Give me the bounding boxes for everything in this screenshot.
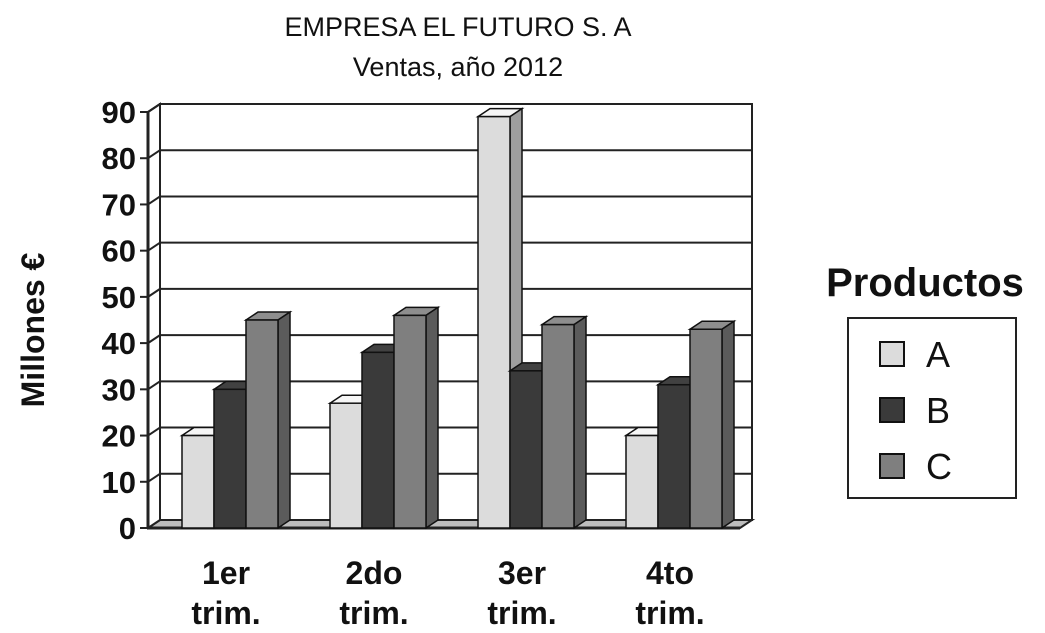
gridline-side (147, 195, 161, 206)
legend-label-A: A (926, 334, 950, 375)
x-tick-label: trim. (487, 595, 556, 631)
legend-swatch-B (879, 397, 905, 423)
x-tick-label: trim. (635, 595, 704, 631)
bar-C-2 (391, 305, 441, 530)
x-tick-label: trim. (339, 595, 408, 631)
gridline-side (147, 472, 161, 483)
y-tick-label: 50 (102, 280, 136, 315)
legend-label-B: B (926, 390, 950, 431)
y-tick-label: 70 (102, 187, 136, 222)
x-tick-label: 1er (202, 555, 250, 591)
bar-C-3 (539, 315, 589, 530)
legend-swatch-A (879, 341, 905, 367)
y-tick-label: 90 (102, 95, 136, 130)
gridline-side (147, 380, 161, 391)
gridline-side (147, 103, 161, 113)
x-tick-label: 3er (498, 555, 546, 591)
y-tick-label: 20 (102, 419, 136, 454)
y-tick-label: 0 (119, 511, 136, 546)
y-tick-label: 30 (102, 372, 136, 407)
y-axis-label: Millones € (15, 252, 51, 407)
x-tick-label: 4to (646, 555, 694, 591)
legend-swatch-C (879, 453, 905, 479)
x-tick-label: trim. (191, 595, 260, 631)
y-tick-label: 60 (102, 234, 136, 269)
gridline-side (147, 149, 161, 160)
bars (179, 107, 737, 530)
y-tick-label: 40 (102, 326, 136, 361)
y-axis-ticks: 0 10 20 30 40 50 60 70 80 90 (102, 95, 148, 546)
bar-C-4 (687, 319, 737, 530)
y-tick-label: 80 (102, 141, 136, 176)
x-axis-ticks: 1er trim. 2do trim. 3er trim. 4to trim. (191, 555, 704, 631)
gridline-side (147, 334, 161, 344)
legend-title: Productos (826, 261, 1024, 305)
gridline-side (147, 288, 161, 298)
legend-box (847, 317, 1017, 499)
legend: ABC (847, 317, 1017, 499)
chart-title: EMPRESA EL FUTURO S. A (284, 12, 631, 42)
x-tick-label: 2do (346, 555, 403, 591)
legend-label-C: C (926, 446, 952, 487)
bar-C-1 (243, 310, 293, 530)
gridline-side (147, 241, 161, 252)
y-tick-label: 10 (102, 465, 136, 500)
chart-subtitle: Ventas, año 2012 (353, 52, 563, 82)
gridline-side (147, 426, 161, 437)
